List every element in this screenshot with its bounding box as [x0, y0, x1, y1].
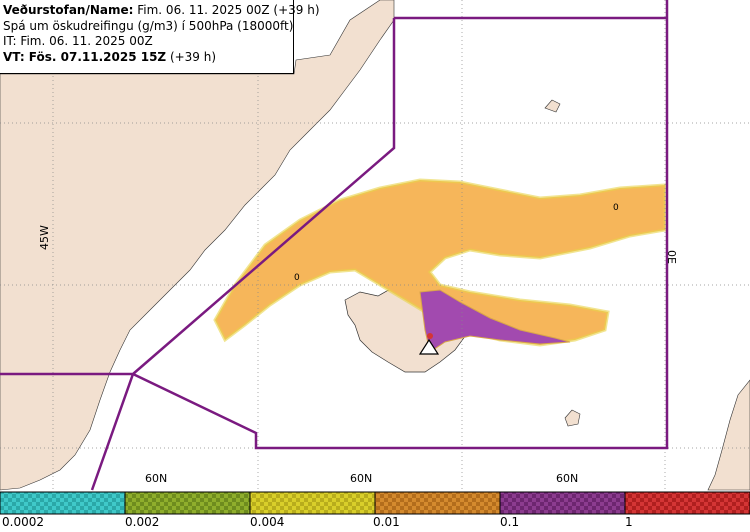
island-east — [544, 99, 561, 113]
legend-swatch-3 — [249, 491, 376, 515]
lon-label-0e: 0E — [665, 250, 678, 264]
contour-label-east: 0 — [613, 203, 619, 213]
legend-swatch-4 — [374, 491, 501, 515]
contour-label-west: 0 — [294, 273, 300, 283]
legend-swatch-6 — [624, 491, 750, 515]
ash-plume-low — [213, 178, 667, 347]
greenland-landmass — [0, 0, 395, 491]
legend-swatch-2 — [124, 491, 251, 515]
scandinavia-landmass — [707, 379, 750, 491]
island-south — [564, 409, 581, 427]
agency-label: Veðurstofan/Name: — [3, 3, 134, 17]
fir-boundary — [0, 0, 669, 491]
legend-label-2: 0.002 — [125, 515, 160, 529]
valid-time: VT: Fös. 07.11.2025 15Z — [3, 49, 167, 64]
legend-label-1: 0.0002 — [2, 515, 44, 529]
concentration-legend — [0, 491, 750, 515]
legend-swatch-5 — [499, 491, 626, 515]
legend-label-6: 1 — [625, 515, 633, 529]
legend-label-3: 0.004 — [250, 515, 285, 529]
lat-label-1: 60N — [145, 472, 167, 485]
init-time: IT: Fim. 06. 11. 2025 00Z — [3, 34, 153, 48]
lon-label-45w: 45W — [38, 225, 51, 250]
legend-label-5: 0.1 — [500, 515, 520, 529]
legend-label-4: 0.01 — [373, 515, 400, 529]
legend-swatch-1 — [0, 491, 126, 515]
forecast-title: Spá um öskudreifingu (g/m3) í 500hPa (18… — [3, 18, 294, 33]
valid-offset: (+39 h) — [166, 49, 217, 64]
volcano-marker-icon — [418, 338, 440, 355]
lat-label-3: 60N — [556, 472, 578, 485]
lat-label-2: 60N — [350, 472, 372, 485]
volcano-point-icon — [427, 333, 433, 339]
agency-date: Fim. 06. 11. 2025 00Z (+39 h) — [133, 3, 320, 17]
forecast-info-box: Veðurstofan/Name: Fim. 06. 11. 2025 00Z … — [0, 0, 320, 74]
